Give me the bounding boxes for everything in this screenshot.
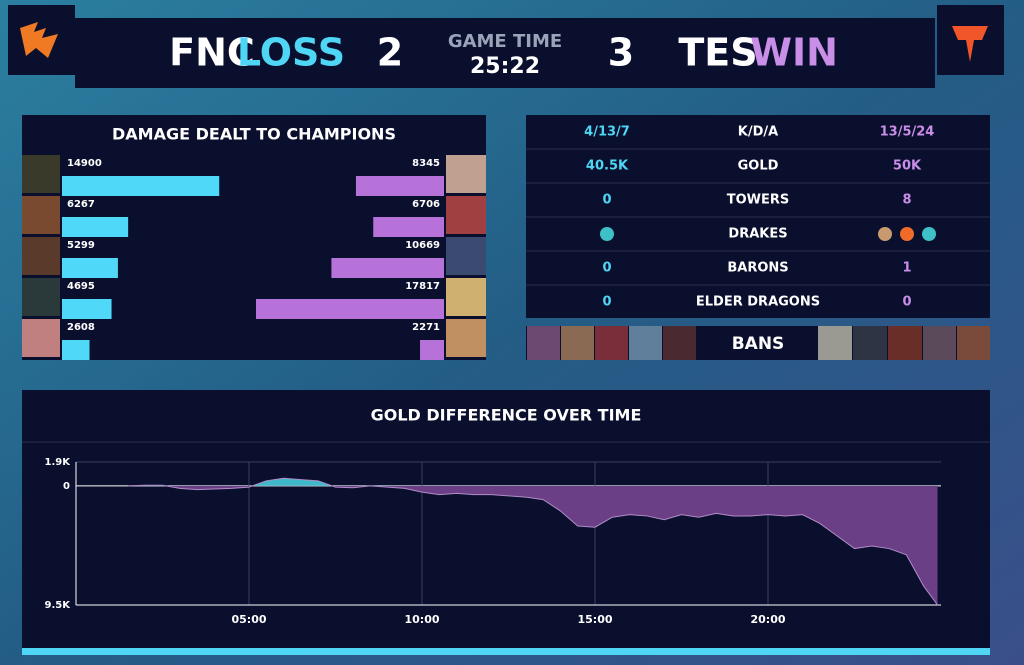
left-stat: 0 (602, 193, 611, 208)
drake-icons (600, 227, 936, 241)
ban-portrait (923, 326, 956, 360)
left-stat: 0 (602, 295, 611, 310)
left-stat: 4/13/7 (584, 125, 630, 140)
damage-bar (331, 258, 444, 278)
stat-label: BARONS (727, 261, 788, 276)
champion-portrait (22, 319, 60, 357)
game-time: 25:22 (470, 54, 540, 79)
left-stat: 40.5K (586, 159, 629, 174)
x-tick-label: 10:00 (404, 613, 439, 626)
damage-value: 8345 (412, 158, 440, 169)
ban-portrait (888, 326, 922, 360)
damage-value: 6706 (412, 199, 440, 210)
x-tick-label: 15:00 (577, 613, 612, 626)
left-result: LOSS (237, 31, 345, 75)
champion-portrait (22, 196, 60, 234)
right-bans (818, 326, 990, 360)
damage-bar (62, 217, 129, 237)
damage-value: 2271 (412, 322, 440, 333)
stat-label: TOWERS (727, 193, 790, 208)
champion-portrait (22, 237, 60, 275)
right-stat: 13/5/24 (880, 125, 935, 140)
stat-label: K/D/A (738, 125, 778, 140)
fnc-logo-shape (20, 22, 58, 58)
damage-panel (22, 115, 486, 360)
bottom-accent (22, 648, 990, 655)
gold-line (127, 477, 938, 606)
damage-bar (420, 340, 444, 360)
damage-value: 10669 (405, 240, 440, 251)
ban-portrait (629, 326, 662, 360)
infernal-drake (900, 227, 914, 241)
game-time-label: GAME TIME (448, 31, 562, 52)
champion-portrait (446, 155, 486, 193)
ban-portrait (561, 326, 594, 360)
damage-bar (373, 217, 444, 237)
x-tick-label: 20:00 (750, 613, 785, 626)
y-tick-label: 9.5K (45, 600, 72, 611)
damage-bar (62, 340, 90, 360)
stat-label: GOLD (738, 159, 779, 174)
stat-label: ELDER DRAGONS (696, 295, 820, 310)
damage-bar (62, 299, 112, 319)
ocean-drake (922, 227, 936, 241)
right-stat: 1 (902, 261, 911, 276)
damage-value: 6267 (67, 199, 95, 210)
bans-label: BANS (732, 334, 785, 354)
damage-bar (256, 299, 444, 319)
y-tick-label: 1.9K (45, 457, 72, 468)
ban-portrait (957, 326, 990, 360)
left-stat: 0 (602, 261, 611, 276)
ban-portrait (663, 326, 696, 360)
champion-portrait (446, 196, 486, 234)
stat-label: DRAKES (728, 227, 787, 242)
right-stat: 50K (893, 159, 922, 174)
damage-value: 14900 (67, 158, 102, 169)
right-score: 3 (608, 31, 634, 75)
damage-title: DAMAGE DEALT TO CHAMPIONS (112, 125, 396, 144)
damage-bar (62, 258, 118, 278)
left-score: 2 (377, 31, 403, 75)
mountain-drake (878, 227, 892, 241)
area-positive (127, 478, 938, 486)
ban-portrait (527, 326, 560, 360)
ban-portrait (818, 326, 852, 360)
ban-portrait (853, 326, 887, 360)
left-team-tag: FNC (169, 31, 255, 75)
tes-logo-shape (952, 26, 988, 62)
ban-portrait (595, 326, 628, 360)
right-result: WIN (750, 31, 838, 75)
damage-value: 5299 (67, 240, 95, 251)
champion-portrait (446, 237, 486, 275)
damage-value: 17817 (405, 281, 440, 292)
damage-bar (355, 176, 444, 196)
champion-portrait (446, 319, 486, 357)
left-bans (527, 326, 696, 360)
damage-value: 2608 (67, 322, 95, 333)
y-tick-label: 0 (63, 481, 70, 492)
header-bar (75, 18, 935, 88)
gold-title: GOLD DIFFERENCE OVER TIME (371, 406, 642, 425)
damage-bar (62, 176, 220, 196)
damage-value: 4695 (67, 281, 95, 292)
ocean-drake (600, 227, 614, 241)
champion-portrait (22, 278, 60, 316)
right-team-tag: TES (678, 31, 757, 75)
champion-portrait (22, 155, 60, 193)
right-stat: 8 (902, 193, 911, 208)
champion-portrait (446, 278, 486, 316)
x-tick-label: 05:00 (231, 613, 266, 626)
right-stat: 0 (902, 295, 911, 310)
